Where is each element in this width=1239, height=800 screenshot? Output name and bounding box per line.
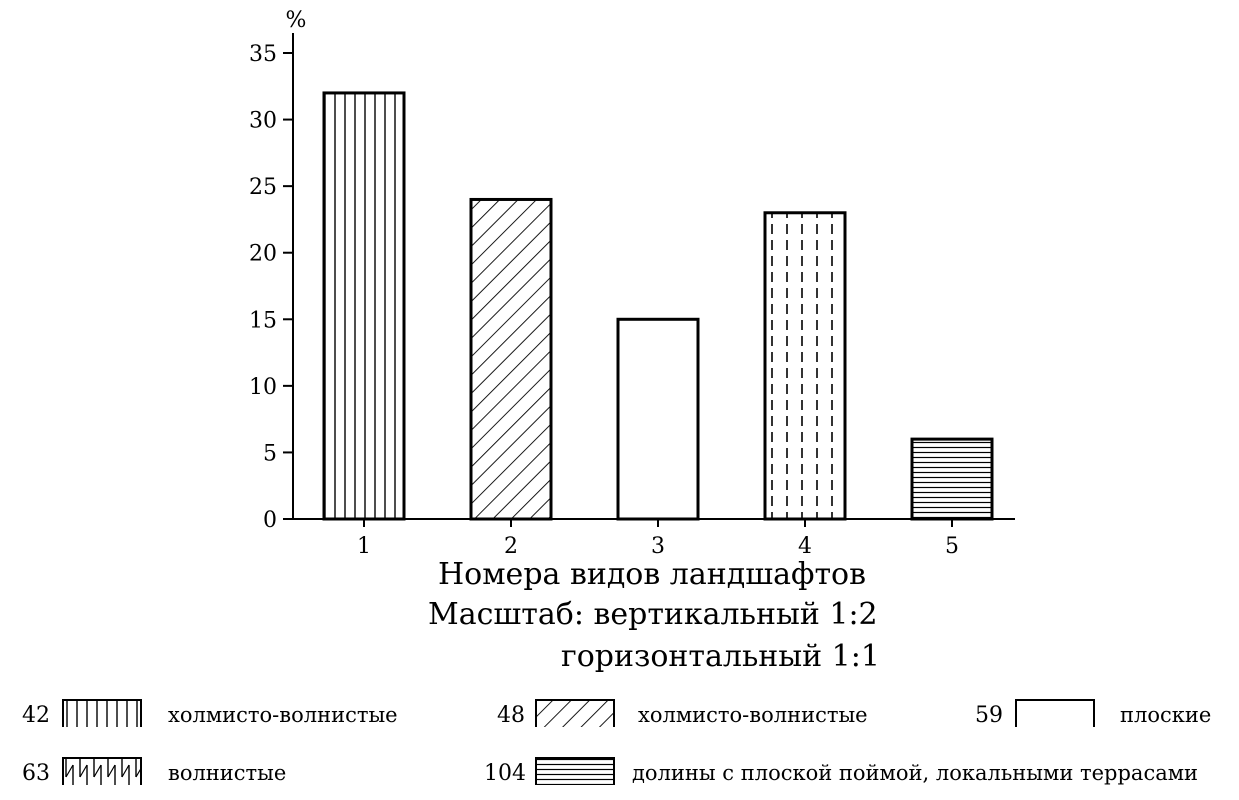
legend-number: 42 — [22, 703, 50, 728]
bar — [469, 197, 553, 521]
legend-label: холмисто-волнистые — [638, 703, 868, 727]
legend-swatch-wavy — [62, 757, 142, 785]
legend-number: 48 — [497, 703, 525, 728]
legend-label: холмисто-волнистые — [168, 703, 398, 727]
x-tick-labels: 1 2 3 4 5 — [357, 534, 959, 559]
x-tick-label: 4 — [798, 534, 812, 559]
x-tick-label: 3 — [651, 534, 665, 559]
x-tick-label: 5 — [945, 534, 959, 559]
y-tick-label: 20 — [249, 242, 277, 267]
legend-label: плоские — [1120, 703, 1212, 727]
scale-caption-horizontal: горизонтальный 1:1 — [561, 639, 880, 674]
legend-swatch-horizontal — [535, 757, 615, 785]
x-axis-label: Номера видов ландшафтов — [438, 557, 866, 592]
chart-axes: % 0 5 10 15 20 25 30 35 — [249, 8, 1015, 533]
x-tick-label: 1 — [357, 534, 371, 559]
y-tick-label: 15 — [249, 308, 277, 333]
y-tick-label: 35 — [249, 42, 277, 67]
legend-swatch-blank — [1015, 699, 1095, 727]
legend-swatch-diagonal — [535, 699, 615, 727]
bar — [763, 211, 847, 521]
y-tick-label: 10 — [249, 375, 277, 400]
chart-bars — [322, 91, 994, 521]
legend-swatch-vertical — [62, 699, 142, 727]
bar — [910, 437, 994, 521]
bar — [616, 317, 700, 521]
y-tick-label: 30 — [249, 109, 277, 134]
legend-number: 59 — [975, 703, 1003, 728]
scale-caption-vertical: Масштаб: вертикальный 1:2 — [428, 597, 878, 632]
y-tick-label: 5 — [263, 441, 277, 466]
legend-label: долины с плоской поймой, локальными терр… — [632, 761, 1199, 785]
bar — [322, 91, 406, 521]
legend-number: 104 — [484, 761, 526, 786]
y-axis-label: % — [286, 8, 307, 33]
y-tick-label: 25 — [249, 175, 277, 200]
x-tick-label: 2 — [504, 534, 518, 559]
legend-label: волнистые — [168, 761, 287, 785]
y-tick-label: 0 — [263, 508, 277, 533]
legend-number: 63 — [22, 761, 50, 786]
